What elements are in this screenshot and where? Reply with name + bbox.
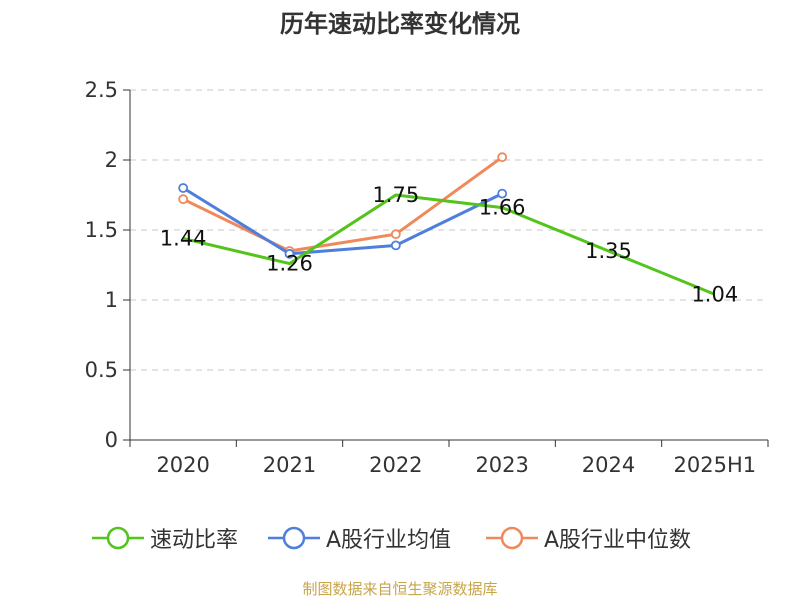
legend-label: A股行业均值: [326, 528, 452, 553]
y-tick-label: 2.5: [85, 78, 118, 102]
series-lines: [178, 152, 716, 296]
data-labels: 1.44 1.26 1.75 1.66 1.35 1.04: [160, 183, 738, 306]
series-line: [182, 193, 716, 296]
axes: 0 0.5 1 1.5 2 2.5 2020 2021 2022 2023 2024 2025H1: [85, 78, 769, 477]
x-tick-label: 2020: [156, 453, 209, 477]
y-tick-label: 1.5: [85, 218, 118, 242]
data-point: [390, 240, 401, 251]
data-label: 1.04: [691, 282, 738, 306]
x-tick-label: 2022: [369, 453, 422, 477]
legend-item[interactable]: 速动比率: [92, 518, 238, 558]
legend: 速动比率 A股行业均值 A股行业中位数: [0, 518, 800, 558]
y-tick-label: 0: [105, 428, 118, 452]
legend-item[interactable]: A股行业中位数: [486, 518, 691, 558]
data-label: 1.75: [372, 183, 419, 207]
legend-label: A股行业中位数: [544, 528, 692, 553]
data-point: [284, 248, 295, 259]
data-label: 1.66: [479, 196, 526, 220]
x-tick-label: 2021: [263, 453, 316, 477]
legend-label: 速动比率: [150, 528, 239, 553]
data-point: [178, 183, 189, 193]
source-note: 制图数据来自恒生聚源数据库: [302, 580, 498, 598]
data-point: [497, 152, 508, 163]
legend-item[interactable]: A股行业均值: [268, 518, 451, 558]
x-tick-label: 2024: [582, 453, 635, 477]
y-tick-label: 0.5: [85, 358, 118, 382]
legend-marker-icon: [486, 526, 538, 550]
data-label: 1.26: [266, 252, 313, 276]
x-tick-label: 2025H1: [674, 453, 757, 477]
legend-marker-icon: [92, 526, 144, 550]
y-tick-label: 2: [105, 148, 118, 172]
data-point: [178, 194, 189, 205]
legend-marker-icon: [268, 526, 320, 550]
data-label: 1.44: [160, 226, 207, 250]
x-tick-label: 2023: [475, 453, 528, 477]
grid-lines: [130, 89, 768, 371]
y-tick-label: 1: [105, 288, 118, 312]
data-point: [497, 188, 508, 199]
series-line: [182, 186, 503, 256]
chart-title: 历年速动比率变化情况: [280, 10, 520, 38]
series-line: [182, 155, 504, 253]
data-point: [390, 229, 401, 240]
data-label: 1.35: [585, 239, 632, 263]
